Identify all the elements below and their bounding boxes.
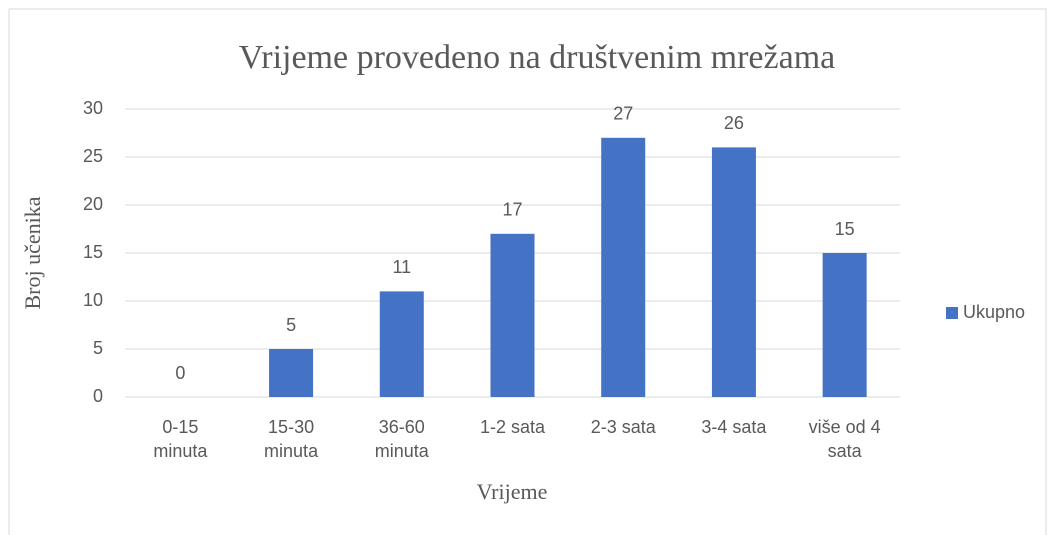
data-label: 0 xyxy=(175,363,185,383)
bar xyxy=(711,147,756,397)
x-tick-label: 0-15 minuta xyxy=(153,417,208,461)
chart-title: Vrijeme provedeno na društvenim mrežama xyxy=(239,39,836,76)
data-label: 15 xyxy=(835,219,855,239)
x-tick-label: 1-2 sata xyxy=(480,417,546,437)
y-tick-label: 0 xyxy=(93,386,103,406)
data-label: 5 xyxy=(286,315,296,335)
x-tick-label: 36-60 minuta xyxy=(375,417,430,461)
y-axis-label: Broj učenika xyxy=(20,196,45,309)
legend-swatch xyxy=(946,307,958,319)
y-tick-label: 30 xyxy=(83,98,103,118)
x-tick-label: 15-30 minuta xyxy=(264,417,319,461)
bar xyxy=(490,233,535,397)
data-label: 17 xyxy=(502,200,522,220)
y-tick-label: 15 xyxy=(83,242,103,262)
x-axis-label: Vrijeme xyxy=(477,479,548,504)
data-label: 11 xyxy=(392,257,411,277)
bar xyxy=(822,253,867,397)
bar xyxy=(269,349,314,397)
x-tick-label: više od 4 sata xyxy=(809,417,881,461)
y-tick-label: 20 xyxy=(83,194,103,214)
y-tick-label: 5 xyxy=(93,338,103,358)
legend-label: Ukupno xyxy=(963,302,1025,322)
bar xyxy=(601,137,646,398)
y-tick-label: 10 xyxy=(83,290,103,310)
data-label: 26 xyxy=(724,113,744,133)
bar xyxy=(379,291,424,397)
data-label: 27 xyxy=(613,104,633,124)
x-tick-label: 3-4 sata xyxy=(701,417,767,437)
x-tick-label: 2-3 sata xyxy=(591,417,657,437)
y-tick-label: 25 xyxy=(83,146,103,166)
